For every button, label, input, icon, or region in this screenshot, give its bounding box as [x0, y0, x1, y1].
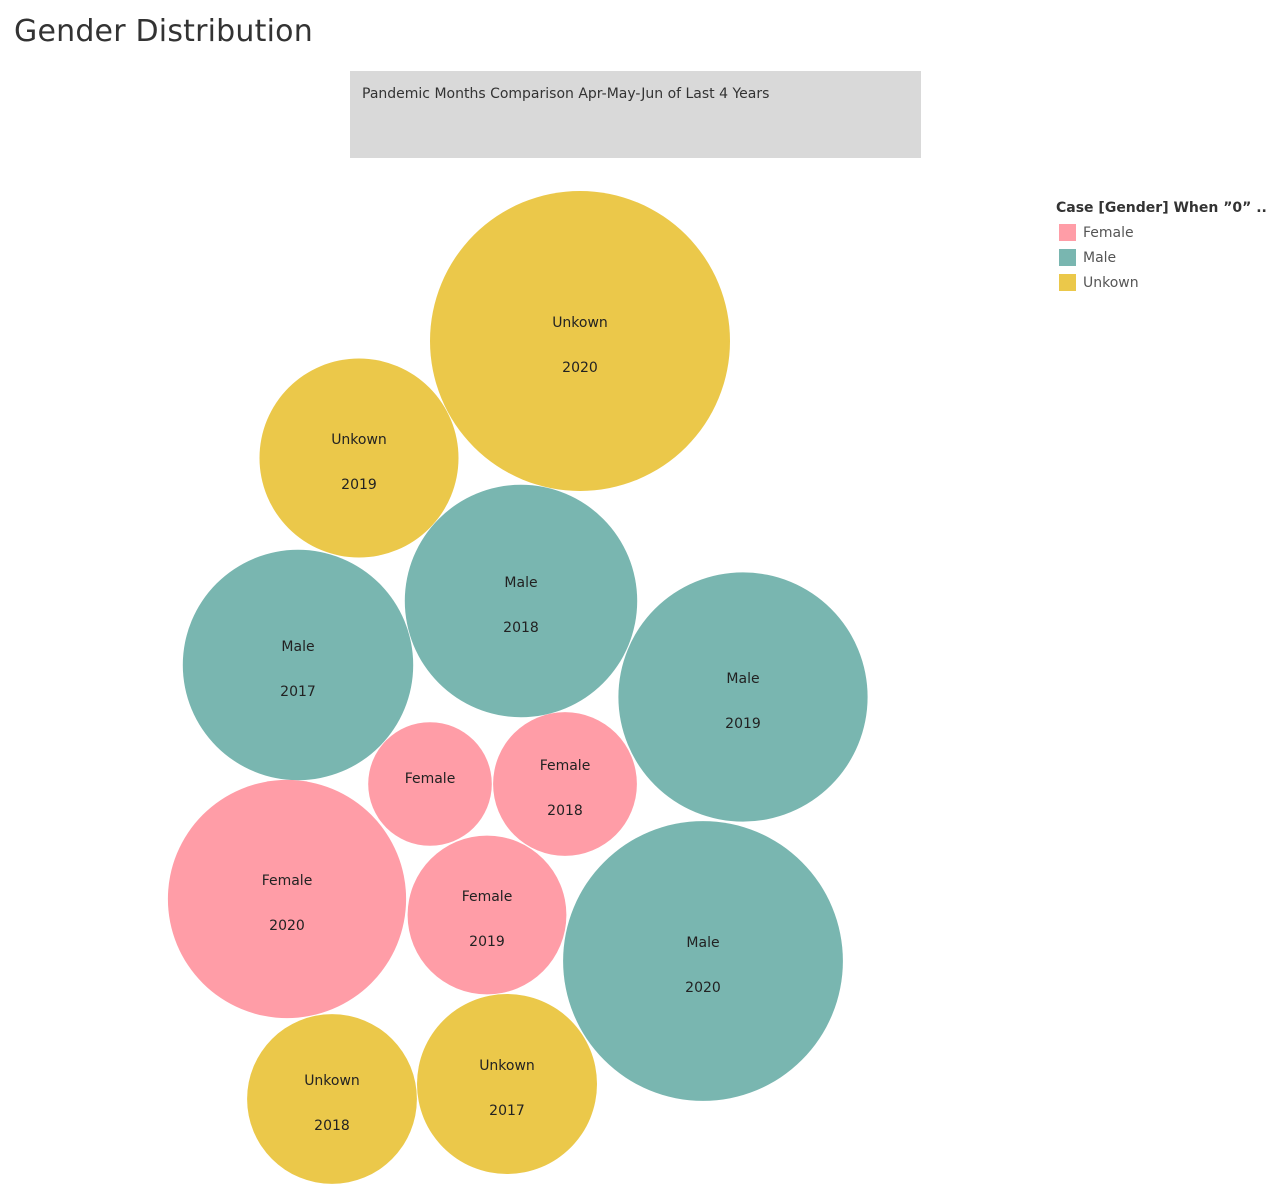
legend-swatch-male [1059, 249, 1076, 266]
bubble-circle-unkown-2017[interactable] [417, 994, 597, 1174]
bubble-year-label: 2019 [725, 716, 761, 732]
legend-item-female[interactable]: Female [1056, 220, 1266, 245]
legend-label-female: Female [1083, 224, 1134, 241]
legend-swatch-female [1059, 224, 1076, 241]
bubble-male-2019[interactable]: Male 2019 [618, 572, 868, 822]
bubble-circle-female-2018[interactable] [493, 712, 637, 856]
bubble-circle-unkown-2018[interactable] [247, 1014, 417, 1184]
bubble-female-2018[interactable]: Female 2018 [493, 712, 637, 856]
bubble-unkown-2018[interactable]: Unkown 2018 [247, 1014, 417, 1184]
bubble-female-2019[interactable]: Female 2019 [407, 835, 567, 995]
legend-item-unkown[interactable]: Unkown [1056, 270, 1266, 295]
bubble-category-label: Male [504, 575, 537, 591]
bubble-male-2020[interactable]: Male 2020 [563, 821, 843, 1101]
bubble-year-label: 2017 [280, 684, 316, 700]
bubble-circle-unkown-2020[interactable] [430, 191, 730, 491]
legend-item-male[interactable]: Male [1056, 245, 1266, 270]
bubble-male-2017[interactable]: Male 2017 [182, 549, 414, 781]
legend-swatch-unkown [1059, 274, 1076, 291]
bubble-year-label: 2019 [341, 477, 377, 493]
legend-label-unkown: Unkown [1083, 274, 1139, 291]
bubble-female-2020[interactable]: Female 2020 [167, 779, 407, 1019]
bubble-year-label: 2018 [503, 620, 539, 636]
legend: Case [Gender] When ”0” .. Female Male Un… [1056, 200, 1266, 295]
bubble-year-label: 2020 [685, 980, 721, 996]
bubble-male-2018[interactable]: Male 2018 [404, 484, 638, 718]
bubble-year-label: 2019 [469, 934, 505, 950]
bubble-category-label: Female [405, 771, 456, 787]
subtitle-box: Pandemic Months Comparison Apr-May-Jun o… [350, 71, 921, 158]
bubble-category-label: Unkown [331, 432, 387, 448]
bubble-category-label: Unkown [304, 1073, 360, 1089]
bubble-year-label: 2017 [489, 1103, 525, 1119]
page-title: Gender Distribution [14, 14, 313, 49]
bubble-circle-female-2020[interactable] [167, 779, 407, 1019]
bubble-female-unlabeled[interactable]: Female [368, 722, 492, 846]
bubble-circle-male-2020[interactable] [563, 821, 843, 1101]
bubble-category-label: Female [262, 873, 313, 889]
bubble-category-label: Male [281, 639, 314, 655]
bubble-unkown-2020[interactable]: Unkown 2020 [430, 191, 730, 491]
bubble-circle-unkown-2019[interactable] [259, 358, 459, 558]
bubble-circle-male-2017[interactable] [182, 549, 414, 781]
bubble-year-label: 2018 [314, 1118, 350, 1134]
bubble-year-label: 2020 [269, 918, 305, 934]
bubble-category-label: Unkown [479, 1058, 535, 1074]
bubble-circle-female-2019[interactable] [407, 835, 567, 995]
bubble-unkown-2017[interactable]: Unkown 2017 [417, 994, 597, 1174]
bubble-unkown-2019[interactable]: Unkown 2019 [259, 358, 459, 558]
bubble-category-label: Female [462, 889, 513, 905]
bubble-category-label: Female [540, 758, 591, 774]
bubble-year-label: 2018 [547, 803, 583, 819]
subtitle-text: Pandemic Months Comparison Apr-May-Jun o… [362, 86, 770, 102]
legend-title: Case [Gender] When ”0” .. [1056, 200, 1266, 216]
bubble-circle-male-2018[interactable] [404, 484, 638, 718]
bubble-category-label: Unkown [552, 315, 608, 331]
bubble-year-label: 2020 [562, 360, 598, 376]
bubble-circle-female-unlabeled[interactable] [368, 722, 492, 846]
legend-label-male: Male [1083, 249, 1117, 266]
bubble-category-label: Male [726, 671, 759, 687]
bubble-circle-male-2019[interactable] [618, 572, 868, 822]
bubble-category-label: Male [686, 935, 719, 951]
